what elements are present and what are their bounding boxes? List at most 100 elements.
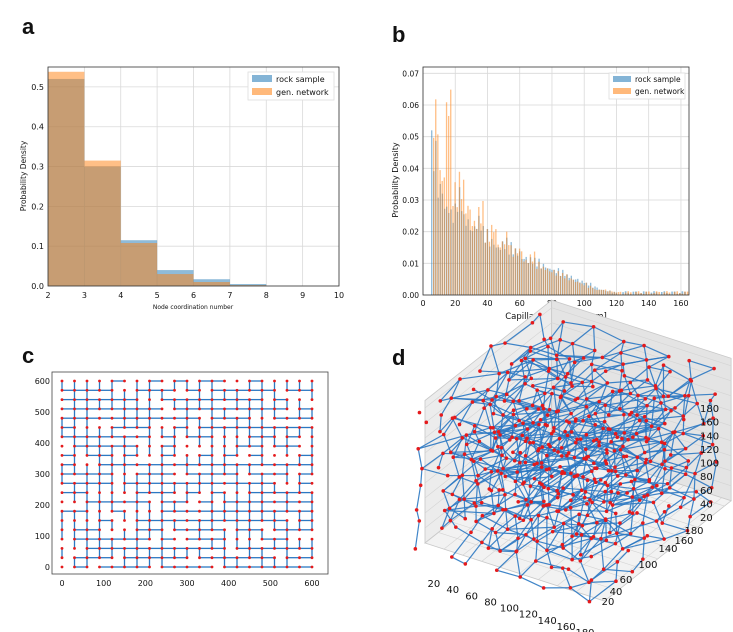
edge-3d bbox=[637, 394, 662, 404]
node bbox=[160, 565, 164, 569]
bar-b-tail-rock-13 bbox=[653, 291, 655, 295]
node bbox=[285, 500, 289, 504]
tick-label-y-0.3: 0.3 bbox=[31, 163, 44, 172]
node-3d bbox=[545, 413, 550, 417]
node bbox=[235, 547, 239, 550]
legend-label-rock: rock sample bbox=[276, 75, 325, 84]
edge-3d bbox=[605, 518, 632, 535]
node-3d bbox=[642, 494, 646, 499]
node bbox=[135, 500, 139, 504]
bar-b-gen-22-1 bbox=[576, 281, 579, 295]
edge-3d bbox=[512, 401, 520, 421]
edge-3d bbox=[576, 415, 590, 440]
bar-b-gen-20-1 bbox=[564, 278, 566, 295]
edge-3d bbox=[577, 381, 593, 399]
edge-3d bbox=[642, 494, 649, 524]
tick-label-x-5: 5 bbox=[155, 291, 160, 300]
bar-rock-5 bbox=[229, 284, 267, 286]
node-3d bbox=[569, 381, 573, 385]
chart-b-frame bbox=[422, 66, 690, 296]
grid-d bbox=[551, 322, 732, 382]
node-3d bbox=[678, 505, 683, 510]
node-3d bbox=[663, 407, 668, 412]
node bbox=[98, 491, 101, 494]
bar-b-tail-rock-9 bbox=[642, 291, 645, 295]
node bbox=[198, 426, 201, 429]
node-3d bbox=[514, 549, 519, 554]
node-3d bbox=[584, 432, 589, 437]
node-3d bbox=[532, 476, 537, 481]
edge-3d bbox=[530, 350, 557, 360]
node bbox=[273, 416, 276, 420]
edge-3d bbox=[532, 377, 558, 387]
node-3d bbox=[621, 362, 625, 366]
node-3d bbox=[604, 538, 609, 543]
panel-label-c: c bbox=[22, 343, 35, 368]
edge-3d bbox=[621, 382, 631, 391]
bar-b-gen-9-1 bbox=[493, 232, 495, 295]
node bbox=[260, 454, 264, 457]
node-3d bbox=[618, 521, 622, 525]
node-3d bbox=[641, 521, 645, 525]
node bbox=[148, 416, 151, 420]
node-3d bbox=[494, 568, 499, 573]
edge-3d bbox=[526, 504, 532, 520]
edge-3d bbox=[574, 349, 596, 363]
edge-3d bbox=[605, 404, 631, 416]
node bbox=[73, 556, 76, 560]
node bbox=[260, 416, 264, 420]
node bbox=[73, 379, 76, 383]
node bbox=[310, 556, 314, 560]
node bbox=[85, 407, 89, 411]
node bbox=[235, 565, 239, 569]
node-3d bbox=[612, 448, 617, 453]
node-3d bbox=[457, 497, 462, 502]
node bbox=[60, 537, 64, 541]
edge-3d bbox=[515, 534, 527, 552]
edge-3d bbox=[582, 458, 587, 477]
node-3d bbox=[541, 504, 546, 508]
bar-b-gen-27-0 bbox=[607, 291, 609, 295]
node-3d bbox=[667, 486, 672, 490]
edge-3d bbox=[590, 542, 616, 558]
bar-b-gen-11-2 bbox=[508, 245, 510, 295]
edge-3d bbox=[700, 444, 713, 454]
bar-b-gen-8-1 bbox=[486, 229, 488, 295]
node bbox=[223, 481, 226, 485]
node bbox=[98, 416, 101, 420]
edge-3d bbox=[643, 345, 648, 361]
node bbox=[73, 509, 76, 513]
edge-3d bbox=[490, 473, 502, 491]
node-3d bbox=[515, 470, 519, 474]
panel-label-b: b bbox=[392, 22, 406, 47]
node-3d bbox=[630, 495, 635, 499]
tick-label-z-d-40: 40 bbox=[700, 499, 713, 510]
tick-label-x-3: 3 bbox=[82, 291, 87, 300]
edge-3d bbox=[497, 446, 504, 469]
node-3d bbox=[656, 426, 661, 431]
node bbox=[160, 444, 164, 448]
node bbox=[135, 491, 139, 494]
edge-3d bbox=[556, 397, 562, 412]
node-3d bbox=[622, 412, 626, 417]
tick-label-y-b-0.07: 0.07 bbox=[402, 69, 419, 78]
node bbox=[298, 388, 301, 392]
node bbox=[260, 556, 264, 560]
node bbox=[123, 454, 126, 457]
node-3d bbox=[516, 499, 521, 504]
node-3d bbox=[589, 379, 594, 384]
tick-label-x-d-140: 140 bbox=[538, 616, 557, 627]
node-3d bbox=[440, 526, 444, 530]
node bbox=[160, 407, 164, 411]
node-3d bbox=[538, 417, 543, 422]
node-3d bbox=[669, 466, 674, 470]
edge-3d bbox=[441, 508, 451, 529]
edge-3d bbox=[515, 468, 550, 482]
edge-3d bbox=[462, 437, 492, 451]
node-3d bbox=[610, 389, 615, 394]
bar-b-tail-gen-24 bbox=[681, 293, 684, 295]
edge-3d bbox=[632, 487, 670, 498]
node bbox=[210, 547, 214, 550]
